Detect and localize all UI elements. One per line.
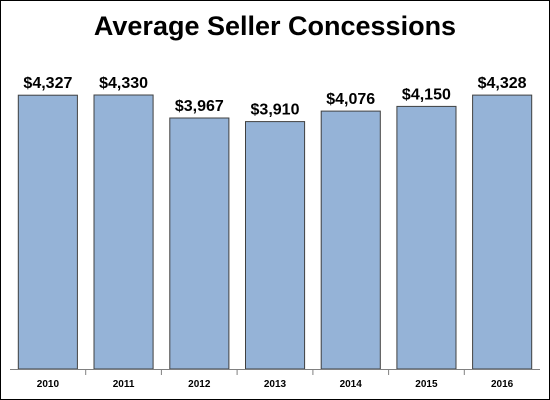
x-tick-label-2012: 2012 xyxy=(188,379,211,390)
bars-group xyxy=(17,94,533,370)
bar-2012 xyxy=(169,117,230,370)
bar-2015 xyxy=(396,105,457,370)
x-tick-label-2016: 2016 xyxy=(491,379,514,390)
data-label-2015: $4,150 xyxy=(402,86,451,103)
data-label-2011: $4,330 xyxy=(99,75,148,92)
x-tick-label-2010: 2010 xyxy=(37,379,60,390)
data-label-2010: $4,327 xyxy=(23,75,72,92)
x-tick-label-2015: 2015 xyxy=(415,379,438,390)
bar-2014 xyxy=(320,110,381,370)
data-label-2013: $3,910 xyxy=(251,102,300,119)
bar-2013 xyxy=(245,121,306,370)
x-tick-label-2013: 2013 xyxy=(264,379,287,390)
data-label-2012: $3,967 xyxy=(175,98,224,115)
x-tick-label-2014: 2014 xyxy=(340,379,363,390)
data-labels-group: $4,327 $4,330 $3,967 $3,910 $4,076 $4,150 $4,3… xyxy=(23,75,526,119)
x-tick-label-2011: 2011 xyxy=(113,379,135,390)
bar-2010 xyxy=(17,94,78,370)
bar-2016 xyxy=(472,94,533,370)
x-axis: 2010 2011 2012 2013 2014 2015 2016 xyxy=(10,369,540,390)
data-label-2016: $4,328 xyxy=(478,75,527,92)
bar-2011 xyxy=(93,94,154,370)
chart-title: Average Seller Concessions xyxy=(93,11,457,41)
data-label-2014: $4,076 xyxy=(326,91,375,108)
